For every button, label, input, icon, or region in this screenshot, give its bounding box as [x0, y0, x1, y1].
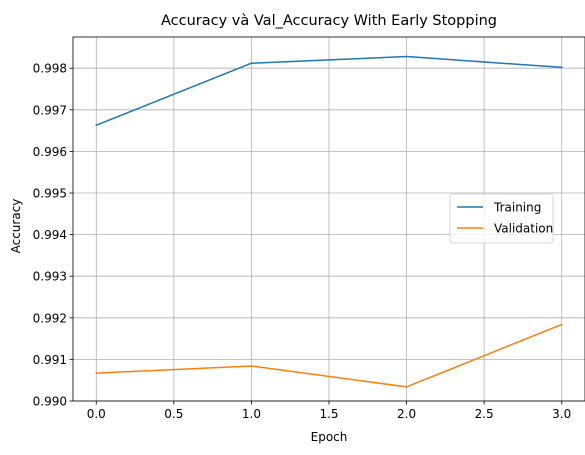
- y-tick-label: 0.998: [33, 62, 67, 76]
- x-tick-label: 0.5: [164, 407, 183, 421]
- y-tick-label: 0.994: [33, 228, 67, 242]
- legend-label-validation: Validation: [494, 222, 553, 236]
- y-tick-label: 0.993: [33, 270, 67, 284]
- y-tick-label: 0.992: [33, 311, 67, 325]
- legend: Training Validation: [449, 193, 554, 244]
- series-line-training: [95, 55, 563, 127]
- x-tick-label: 1.0: [242, 407, 261, 421]
- y-tick-label: 0.995: [33, 187, 67, 201]
- series-line-validation: [95, 323, 563, 388]
- y-axis-label: Accuracy: [9, 199, 23, 254]
- axis-ticks: 0.0 0.5 1.0 1.5 2.0 2.5 3.0 0.990 0.991 0.992 0.99…: [33, 62, 572, 421]
- y-tick-label: 0.991: [33, 353, 67, 367]
- x-tick-label: 1.5: [319, 407, 338, 421]
- series-lines: [95, 55, 563, 388]
- legend-label-training: Training: [493, 201, 541, 215]
- y-tick-label: 0.997: [33, 103, 67, 117]
- y-tick-label: 0.990: [33, 395, 67, 409]
- chart-title: Accuracy và Val_Accuracy With Early Stop…: [161, 13, 497, 29]
- x-tick-label: 2.5: [475, 407, 494, 421]
- x-tick-label: 3.0: [552, 407, 571, 421]
- x-tick-label: 0.0: [87, 407, 106, 421]
- x-tick-label: 2.0: [397, 407, 416, 421]
- x-axis-label: Epoch: [311, 430, 348, 444]
- y-tick-label: 0.996: [33, 145, 67, 159]
